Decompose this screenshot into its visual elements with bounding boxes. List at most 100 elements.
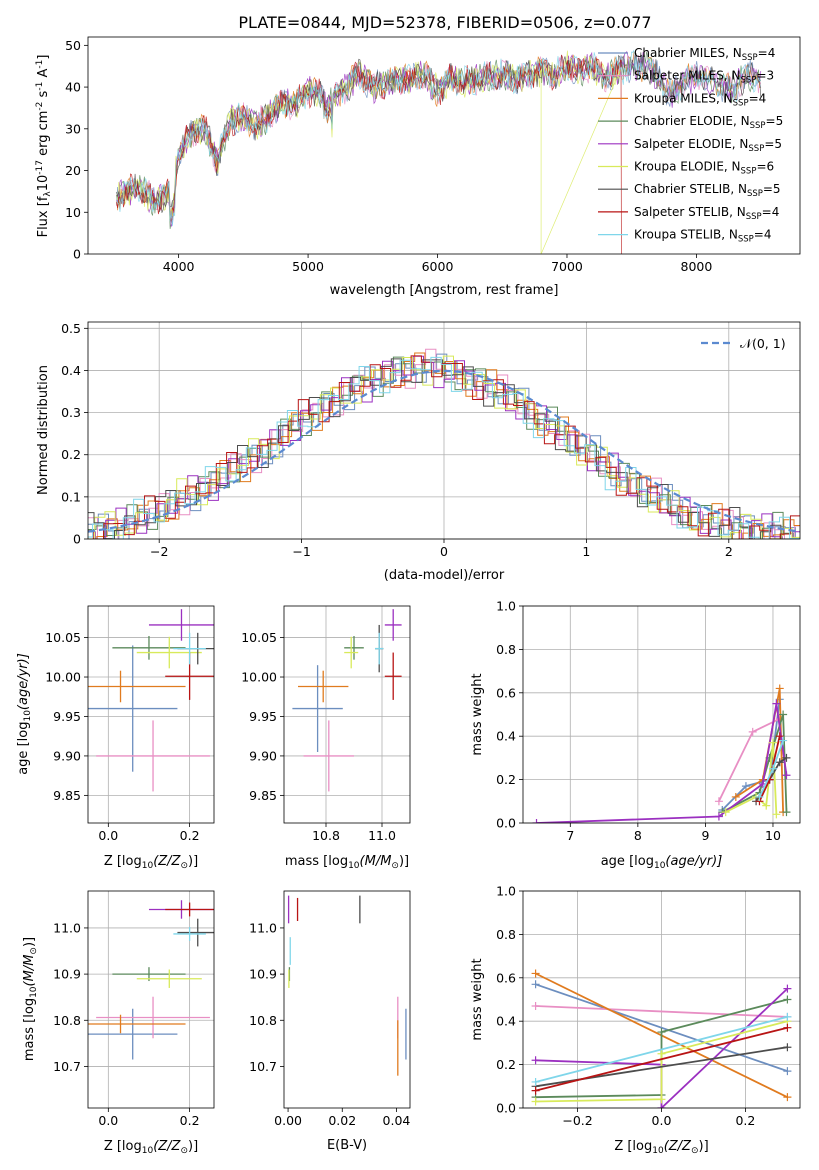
weight-z-axes: −0.2 0.0 0.2 0.0 0.2 0.4 0.6 0.8 1.0 mass weight Z… [470, 884, 801, 1156]
y-tick-label: 10.8 [249, 1013, 277, 1028]
label-part: )] [699, 1139, 709, 1154]
legend-label: Chabrier STELIB, NSSP=5 [634, 182, 781, 199]
legend-label: Salpeter ELODIE, NSSP=5 [634, 137, 782, 154]
y-tick-label: 0 [73, 532, 81, 547]
label-part: erg cm [36, 111, 51, 160]
plus-marker [657, 1104, 666, 1108]
y-tick-label: 10.00 [45, 670, 81, 685]
label-part: (age/yr)] [665, 854, 722, 869]
plus-marker [531, 1086, 540, 1095]
y-tick-label: 0.0 [496, 816, 516, 831]
label-part: Z [log [104, 854, 142, 869]
label-part: age [log [16, 722, 31, 775]
label-part: ⊙ [391, 861, 399, 871]
legend-label-part: SSP [741, 167, 757, 177]
label-part: (age/yr)] [16, 653, 31, 710]
legend-label-part: Chabrier STELIB, N [634, 182, 747, 196]
y-tick-label: 10.05 [45, 630, 81, 645]
label-part: (Z/Z [153, 1139, 181, 1154]
y-tick-label: 0.6 [496, 685, 516, 700]
normal-curve [88, 369, 800, 533]
label-part: A [36, 69, 51, 82]
y-axis-label: mass weight [470, 673, 485, 755]
label-part: -17 [35, 160, 45, 175]
x-tick-label: 0.0 [98, 1113, 118, 1128]
x-axis-label: wavelength [Angstrom, rest frame] [330, 283, 559, 298]
label-part: ⊙ [180, 1146, 188, 1156]
axes-frame [87, 605, 215, 824]
legend-label-part: SSP [750, 121, 766, 131]
label-part: -2 [35, 102, 45, 111]
y-tick-label: 10.9 [53, 967, 81, 982]
plus-marker [657, 1028, 666, 1037]
y-tick-label: 0.5 [61, 321, 81, 336]
y-tick-label: 9.85 [249, 788, 277, 803]
x-axis-label: age [log10(age/yr)] [601, 854, 723, 871]
y-tick-label: 9.95 [53, 709, 81, 724]
y-tick-label: 0.8 [496, 927, 516, 942]
plus-marker [783, 1043, 792, 1052]
plus-marker [755, 792, 764, 801]
mass-z-axes: 0.0 0.210.710.810.911.0Z [log10(Z/Z⊙)]mas… [22, 890, 215, 1156]
legend-label-part: SSP [748, 144, 764, 154]
plot-area [531, 969, 792, 1108]
label-part: 10 [23, 710, 33, 722]
y-tick-label: 10.9 [249, 967, 277, 982]
label-part: ⊙ [29, 947, 39, 955]
legend-label-part: =4 [754, 228, 772, 242]
y-tick-label: 0.0 [496, 1101, 516, 1116]
x-tick-label: 0.2 [735, 1113, 755, 1128]
histogram-kroupa-elodie [88, 355, 800, 539]
label-part: Z [log [104, 1139, 142, 1154]
plus-marker [714, 797, 723, 806]
y-axis-label: Flux [fλ10-17 erg cm-2 s-1 A-1] [35, 55, 53, 238]
grid [88, 606, 214, 823]
y-tick-label: 10.00 [241, 670, 277, 685]
x-tick-label: 5000 [292, 259, 324, 274]
legend-label-part: Salpeter STELIB, N [634, 205, 746, 219]
plus-marker [775, 684, 784, 693]
x-tick-label: 8000 [681, 259, 713, 274]
label-part: )] [188, 854, 198, 869]
y-tick-label: 9.90 [53, 748, 81, 763]
weight-line [535, 1020, 788, 1103]
weight-age-axes: 7 8 9 10 0.0 0.2 0.4 0.6 0.8 1.0 mass weight age [l… [470, 599, 801, 871]
legend-label-part: Kroupa ELODIE, N [634, 160, 741, 174]
plus-marker [531, 969, 540, 978]
mass-ebv-axes: 0.00 0.02 0.04 10.7 10.8 10.9 11.0 E(B-V) [249, 890, 411, 1153]
plus-marker [768, 764, 777, 773]
legend-label-part: Kroupa MILES, N [634, 91, 733, 105]
y-axis-label: age [log10(age/yr)] [16, 653, 33, 775]
axes-frame [283, 605, 411, 824]
plot-area [88, 609, 214, 792]
y-tick-label: 0.2 [61, 447, 81, 462]
legend-label-part: =4 [749, 91, 767, 105]
weight-line [535, 983, 788, 1072]
x-axis-label: E(B-V) [327, 1138, 367, 1153]
x-tick-label: 0.04 [383, 1113, 411, 1128]
legend-label-part: =4 [758, 46, 776, 60]
y-tick-label: 1.0 [496, 599, 516, 614]
plus-marker [783, 1067, 792, 1076]
legend-label-part: Kroupa STELIB, N [634, 228, 738, 242]
y-tick-label: 1.0 [496, 884, 516, 899]
y-tick-label: 0.3 [61, 405, 81, 420]
plot-area [287, 895, 407, 1076]
legend-label: Kroupa STELIB, NSSP=4 [634, 228, 772, 245]
x-tick-label: 11.0 [368, 828, 396, 843]
y-tick-label: 0.2 [496, 772, 516, 787]
legend-label-part: SSP [738, 235, 754, 245]
y-tick-label: 0.6 [496, 970, 516, 985]
plus-marker [772, 699, 781, 708]
legend-label-part: Chabrier MILES, N [634, 46, 742, 60]
x-tick-label: 7000 [551, 259, 583, 274]
label-part: 10 [652, 1146, 664, 1156]
x-tick-label: −1 [292, 544, 310, 559]
x-tick-label: 9 [701, 828, 709, 843]
weight-line [535, 1005, 788, 1018]
plot-area [532, 684, 791, 823]
plus-marker [783, 1093, 792, 1102]
age-mass-axes: 10.8 11.0 9.85 9.90 9.95 10.00 10.05 mass [log1… [241, 605, 411, 871]
plot-area [116, 49, 762, 254]
